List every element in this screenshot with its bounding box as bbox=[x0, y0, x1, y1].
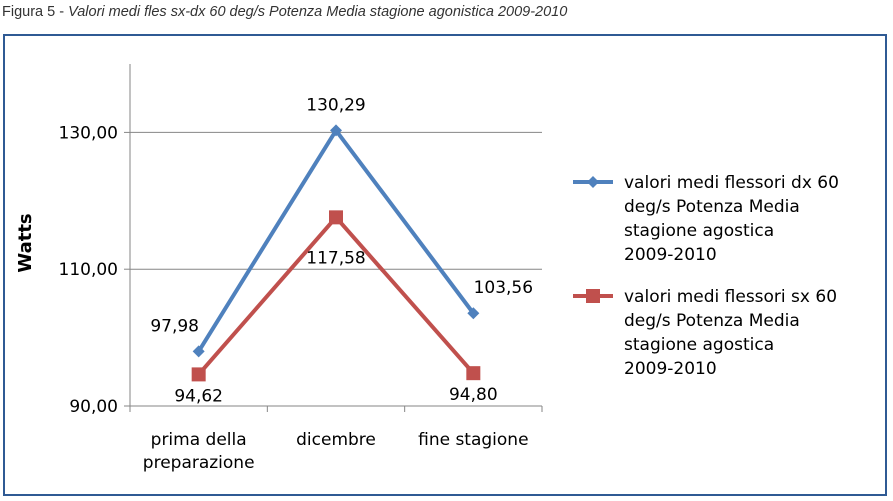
caption-prefix: Figura 5 - bbox=[2, 4, 69, 20]
diamond-marker bbox=[192, 345, 205, 358]
y-ticks: 90,00 110,00 130,00 bbox=[59, 123, 130, 417]
caption-title: Valori medi fles sx-dx 60 deg/s Potenza … bbox=[68, 4, 568, 20]
y-tick-label: 90,00 bbox=[69, 397, 118, 417]
y-axis-label: Watts bbox=[15, 213, 36, 272]
diamond-marker bbox=[330, 124, 342, 137]
data-label: 103,56 bbox=[474, 278, 533, 298]
legend: valori medi flessori dx 60 deg/s Potenza … bbox=[573, 173, 839, 379]
y-tick-label: 110,00 bbox=[59, 260, 118, 280]
data-label: 94,62 bbox=[174, 386, 223, 406]
legend-entry-1: valori medi flessori dx 60 deg/s Potenza … bbox=[624, 173, 839, 265]
x-tick-label: prima della preparazione bbox=[143, 430, 255, 473]
square-marker bbox=[329, 210, 343, 225]
legend-entry-2: valori medi flessori sx 60 deg/s Potenza … bbox=[624, 287, 837, 379]
diamond-marker bbox=[467, 307, 480, 320]
x-ticks: prima della preparazione dicembre fine stag… bbox=[129, 406, 543, 473]
x-tick-label: fine stagione bbox=[418, 430, 528, 450]
square-marker bbox=[466, 366, 481, 381]
data-label: 130,29 bbox=[306, 95, 365, 115]
square-marker bbox=[191, 367, 206, 382]
series-line-2 bbox=[197, 215, 475, 376]
data-labels: 97,98 130,29 103,56 94,62 117,58 94,80 bbox=[150, 95, 533, 406]
chart-frame bbox=[3, 34, 887, 496]
series-line-1 bbox=[196, 128, 475, 353]
series-group bbox=[191, 124, 481, 382]
x-tick-label: dicembre bbox=[296, 430, 376, 450]
data-label: 94,80 bbox=[449, 385, 498, 405]
diamond-marker bbox=[587, 176, 599, 188]
square-marker bbox=[586, 289, 600, 303]
data-label: 97,98 bbox=[150, 316, 199, 336]
figure-caption: Figura 5 - Valori medi fles sx-dx 60 deg… bbox=[2, 4, 567, 20]
data-label: 117,58 bbox=[306, 248, 365, 268]
y-tick-label: 130,00 bbox=[59, 123, 118, 143]
